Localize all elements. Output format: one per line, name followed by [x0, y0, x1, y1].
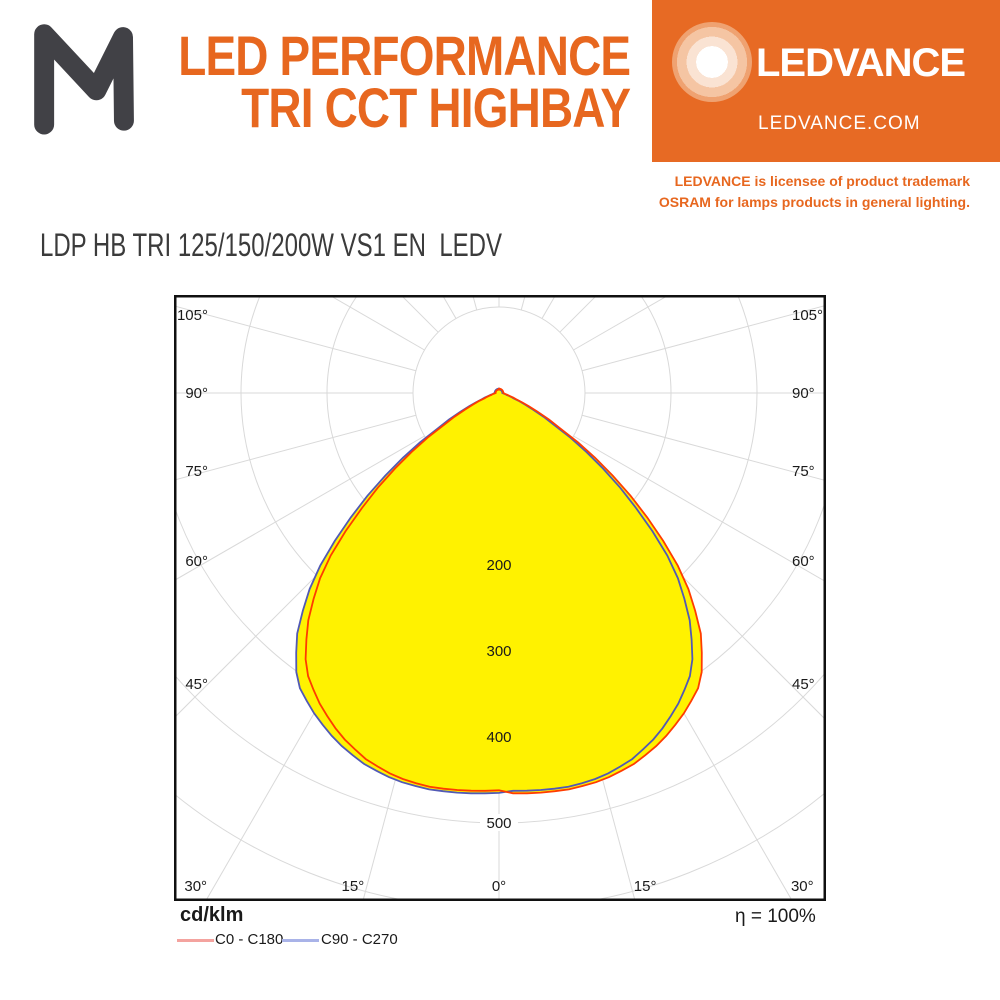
- document-title-line2: TRI CCT HIGHBAY: [240, 76, 631, 139]
- document-title-line1: LED PERFORMANCE: [177, 24, 631, 87]
- svg-text:300: 300: [486, 643, 511, 660]
- document-title: LED PERFORMANCE TRI CCT HIGHBAY: [79, 24, 631, 139]
- svg-text:30°: 30°: [791, 878, 814, 895]
- trademark-disclaimer-line1: LEDVANCE is licensee of product trademar…: [674, 173, 970, 189]
- svg-text:500: 500: [486, 815, 511, 832]
- svg-text:105°: 105°: [177, 307, 208, 324]
- svg-text:90°: 90°: [792, 385, 815, 402]
- legend-swatch-c90-c270: [282, 939, 319, 942]
- svg-text:45°: 45°: [792, 676, 815, 693]
- legend-swatch-c0-c180: [177, 939, 214, 942]
- svg-text:75°: 75°: [185, 463, 208, 480]
- svg-text:60°: 60°: [185, 553, 208, 570]
- legend-label-c90-c270: C90 - C270: [321, 931, 398, 948]
- units-label: cd/klm: [180, 904, 244, 926]
- efficiency-label: η = 100%: [735, 906, 816, 927]
- svg-text:15°: 15°: [634, 878, 657, 895]
- svg-text:30°: 30°: [184, 878, 207, 895]
- svg-text:0°: 0°: [492, 878, 506, 895]
- legend-label-c0-c180: C0 - C180: [215, 931, 284, 948]
- svg-text:200: 200: [486, 557, 511, 574]
- svg-text:15°: 15°: [342, 878, 365, 895]
- trademark-disclaimer-line2: OSRAM for lamps products in general ligh…: [658, 194, 970, 210]
- svg-text:75°: 75°: [792, 463, 815, 480]
- m1-logo-stroke: [34, 24, 134, 135]
- brand-banner: LEDVANCE LEDVANCE.COM: [652, 0, 1000, 162]
- svg-text:90°: 90°: [185, 385, 208, 402]
- polar-chart-canvas: 200 300 400 500 0° 15° 15° 30° 30° 45° 45° 60° 60° 75…: [174, 295, 826, 901]
- svg-text:60°: 60°: [792, 553, 815, 570]
- product-title: LDP HB TRI 125/150/200W VS1 EN LEDV: [40, 227, 503, 263]
- brand-website: LEDVANCE.COM: [758, 113, 921, 134]
- trademark-disclaimer: LEDVANCE is licensee of product trademar…: [659, 171, 970, 213]
- svg-text:400: 400: [486, 729, 511, 746]
- photometric-polar-chart: 200 300 400 500 0° 15° 15° 30° 30° 45° 45° 60° 60° 75…: [174, 295, 826, 901]
- ledvance-glow-icon: [672, 22, 752, 102]
- svg-text:105°: 105°: [792, 307, 823, 324]
- m1-logo: [34, 24, 134, 135]
- svg-text:45°: 45°: [185, 676, 208, 693]
- brand-wordmark: LEDVANCE: [756, 41, 966, 85]
